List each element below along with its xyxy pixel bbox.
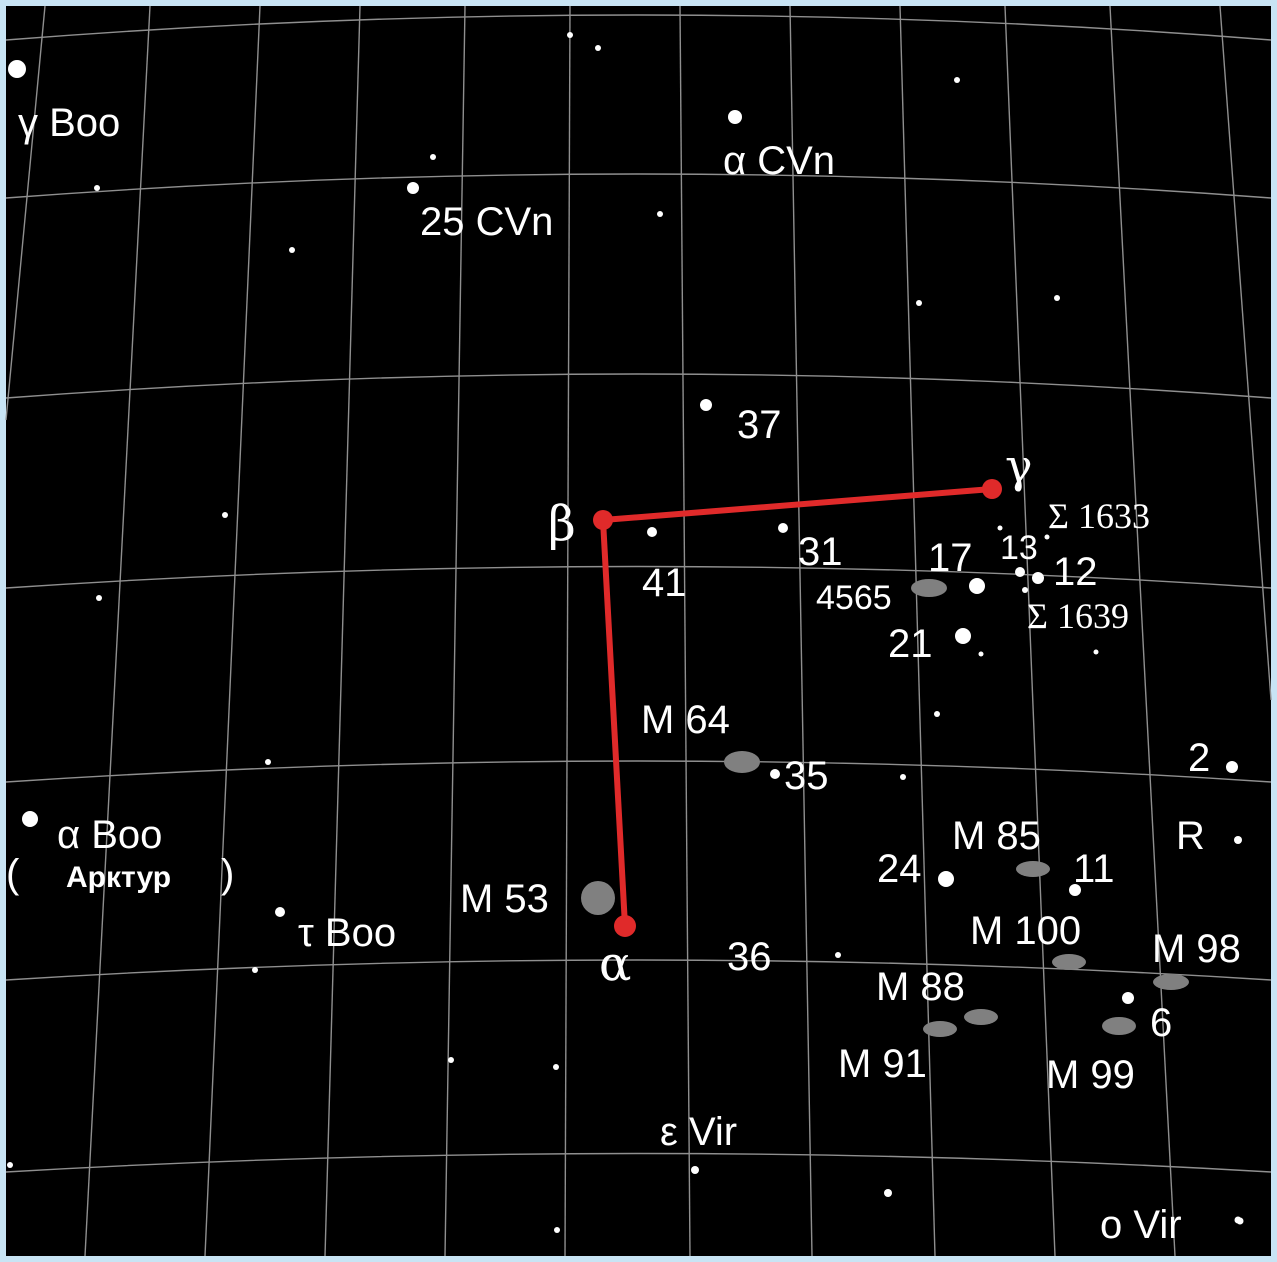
galaxy-m98 [1153,974,1189,990]
star-tau-boo [275,907,285,917]
star-25-cvn [407,182,419,194]
star-alpha-boo [22,811,38,827]
star-41 [647,527,657,537]
label-eps-vir: ε Vir [660,1110,737,1154]
galaxy-m91 [923,1021,957,1037]
label-arcturus-open: ( [6,852,20,896]
label-beta: β [548,496,576,552]
label-arcturus: Арктур [66,861,171,894]
label-m100: M 100 [970,909,1081,953]
label-alpha-boo: α Boo [57,813,162,857]
label-o-vir: ο Vir [1100,1203,1182,1247]
label-24: 24 [877,847,922,891]
star-alpha-com [614,915,636,937]
star-o-vir [1234,1216,1242,1224]
label-r: R [1176,814,1205,858]
label-alpha-cvn: α CVn [723,139,835,183]
cluster-m53 [581,881,615,915]
label-6: 6 [1150,1001,1172,1045]
star-31 [778,523,788,533]
asterism-lines [600,486,995,929]
label-gamma: γ [1005,439,1033,493]
star-2 [1226,761,1238,773]
label-tau-boo: τ Boo [298,911,396,955]
label-m98: M 98 [1152,927,1241,971]
star-beta-com [593,510,613,530]
star-24 [938,871,954,887]
label-alpha: α [599,936,631,992]
label-11: 11 [1073,847,1115,891]
label-sigma-1633: Σ 1633 [1048,496,1150,536]
label-arcturus-close: ) [221,852,234,896]
galaxy-ngc4565 [911,579,947,597]
label-13: 13 [1000,529,1038,567]
label-31: 31 [798,530,843,574]
label-2: 2 [1188,736,1210,780]
label-m53: M 53 [460,877,549,921]
label-m91: M 91 [838,1042,927,1086]
star-11 [1069,884,1081,896]
star-gamma-boo [8,60,26,78]
galaxy-m64 [724,751,760,773]
galaxy-m99 [1102,1017,1136,1035]
coordinate-grid [5,5,1272,1257]
galaxy-m85 [1016,861,1050,877]
label-gamma-boo: γ Boo [18,101,120,145]
named-stars [8,60,1242,1224]
label-m99: M 99 [1046,1053,1135,1097]
star-13 [1015,567,1025,577]
star-37 [700,399,712,411]
label-m88: M 88 [876,965,965,1009]
faint-stars [7,32,1244,1233]
label-36: 36 [727,935,772,979]
star-12 [1032,572,1044,584]
label-ngc4565: 4565 [816,579,892,617]
asterism-stars [593,479,1002,937]
galaxy-m100 [1052,954,1086,970]
sky-background [6,6,1271,1256]
galaxy-m88 [964,1009,998,1025]
label-m85: M 85 [952,814,1041,858]
label-37: 37 [737,403,782,447]
label-41: 41 [642,561,687,605]
label-35: 35 [784,754,829,798]
star-35 [770,769,780,779]
galaxies [581,579,1189,1037]
star-21 [955,628,971,644]
label-sigma-1639: Σ 1639 [1027,596,1129,636]
star-r [1234,836,1242,844]
star-alpha-cvn [728,110,742,124]
label-17: 17 [928,536,973,580]
star-gamma-com [982,479,1002,499]
star-6 [1122,992,1134,1004]
label-21: 21 [888,622,933,666]
label-12: 12 [1053,550,1098,594]
label-25-cvn: 25 CVn [420,200,553,244]
label-m64: M 64 [641,698,730,742]
labels: γ Boo α CVn 25 CVn 37 β γ Σ 1633 41 31 1… [6,101,1241,1247]
star-17 [969,578,985,594]
